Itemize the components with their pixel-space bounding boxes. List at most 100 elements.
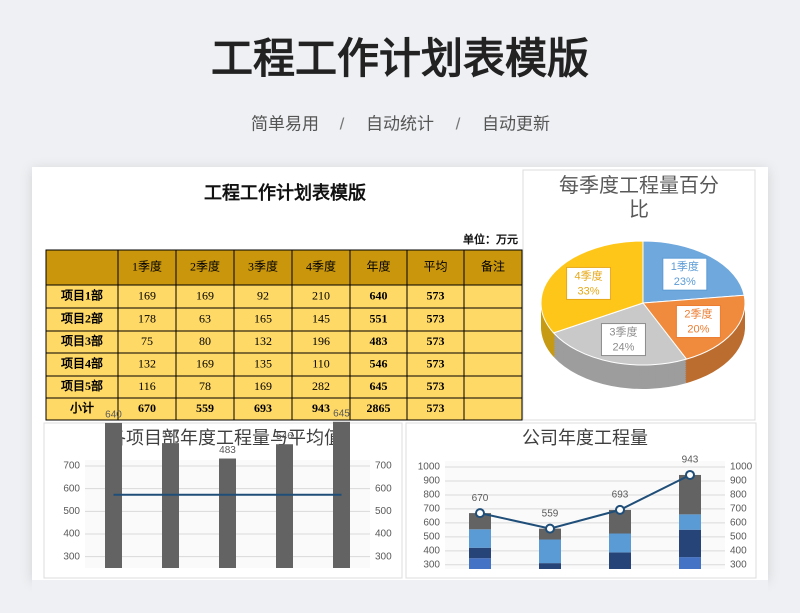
table-value: 573 [427,288,445,302]
table-value: 132 [138,356,156,370]
y-tick-label: 300 [63,551,80,562]
table-value: 116 [138,379,156,393]
feature: 自动统计 [366,114,434,133]
y2-tick-label: 1000 [730,462,753,473]
data-label-name: 4季度 [575,268,603,282]
y2-tick-label: 900 [730,476,747,487]
y-tick-label: 400 [423,545,440,556]
column-header: 年度 [366,258,390,273]
data-label-box [662,257,708,291]
pie-title: 每季度工程量百分比 [559,175,719,221]
table-value: 165 [254,311,272,325]
table-value: 573 [427,379,445,393]
table-value: 573 [427,401,445,415]
bar [539,528,561,540]
sheet-title: 工程工作计划表模版 [204,182,366,203]
data-label: 645 [333,408,350,419]
y2-tick-label: 700 [730,504,747,515]
y2-tick-label: 600 [730,518,747,529]
row-header: 项目2部 [61,310,103,325]
table-cell [463,307,523,332]
card-cut [32,580,768,613]
table-value: 546 [370,356,388,370]
table-value: 63 [199,311,211,325]
y-tick-label: 800 [423,490,440,501]
table-value: 78 [199,379,211,393]
table-value: 92 [257,288,269,302]
bar [679,474,701,515]
separator: / [456,114,461,133]
data-label: 670 [472,493,489,504]
data-label-box [566,266,612,300]
data-label-value: 33% [578,285,600,297]
data-label-box [600,323,646,357]
row-header: 项目5部 [61,378,103,393]
bar [276,444,293,568]
marker [475,508,485,519]
data-label-name: 2季度 [684,306,712,320]
bar [469,513,491,530]
table-value: 169 [138,288,156,302]
table-cell [463,330,523,354]
table-value: 2865 [367,401,391,415]
table-value: 640 [370,288,388,302]
table-value: 483 [370,334,388,348]
data-label: 693 [612,490,629,501]
table-value: 573 [427,311,445,325]
page-title: 工程工作计划表模版 [211,35,589,82]
data-label: 943 [682,455,699,466]
table-value: 169 [254,379,272,393]
data-label: 559 [542,508,559,519]
y-tick-label: 600 [63,483,80,494]
bar [539,539,561,564]
table-cell [406,249,465,286]
row-header: 项目3部 [61,333,103,348]
y-tick-label: 1000 [418,462,441,473]
y2-tick-label: 500 [375,506,392,517]
bar [609,533,631,553]
y-tick-label: 700 [423,504,440,515]
bar [469,547,491,559]
column-header: 1季度 [132,258,162,273]
bar [539,563,561,569]
table-value: 210 [312,288,330,302]
row-header: 项目1部 [61,287,103,302]
feature: 自动更新 [482,114,550,133]
data-label: 551 [162,430,179,441]
table-value: 551 [370,311,388,325]
line [479,474,691,530]
data-label: 640 [105,410,122,421]
bar [469,558,491,569]
bar [469,529,491,548]
table-cell [349,249,408,286]
bar [609,552,631,569]
table-value: 110 [312,356,330,370]
bar [219,458,236,568]
data-label-value: 24% [612,341,634,353]
table-cell [463,397,523,421]
unit-label: 单位：万元 [463,232,518,246]
table-value: 943 [312,401,330,415]
table-value: 135 [254,356,272,370]
table-value: 75 [141,334,153,348]
charts: 1季度23%2季度20%3季度24%4季度33%各项目部年度工程量与平均值300… [63,240,753,570]
marker [685,469,695,480]
bar [679,514,701,530]
y2-tick-label: 300 [730,559,747,570]
column-header: 3季度 [248,258,278,273]
y2-tick-label: 600 [375,483,392,494]
column-header: 备注 [481,258,505,273]
pie-title-box: 每季度工程量百分比 [559,175,719,221]
table-value: 282 [312,379,330,393]
y2-tick-label: 500 [730,532,747,543]
table-cell [463,375,523,399]
y-tick-label: 400 [63,529,80,540]
data-label: 546 [276,431,293,442]
y-tick-label: 500 [423,532,440,543]
table-value: 178 [138,311,156,325]
separator: / [340,114,345,133]
marker [545,523,555,534]
row-header: 小计 [70,400,94,415]
